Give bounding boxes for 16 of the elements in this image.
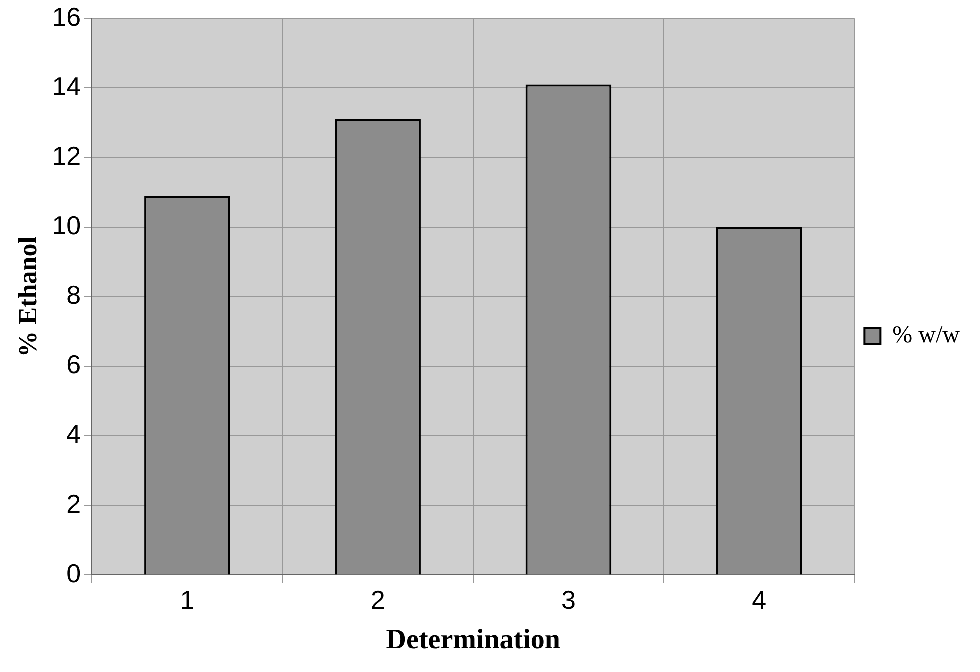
y-tick-label: 8 xyxy=(66,280,82,310)
legend-label: % w/w xyxy=(892,322,961,348)
y-axis-title: % Ethanol xyxy=(13,236,42,358)
y-tick-label: 10 xyxy=(52,210,82,240)
y-tick-label: 14 xyxy=(52,71,82,102)
y-tick-label: 0 xyxy=(66,558,82,588)
y-tick-label: 4 xyxy=(66,419,82,450)
y-tick-label: 16 xyxy=(52,2,82,32)
y-tick-label: 6 xyxy=(66,350,82,380)
x-axis-title: Determination xyxy=(386,624,561,656)
y-tick-label: 2 xyxy=(66,488,82,519)
x-tick-label: 2 xyxy=(370,584,386,615)
x-tick-label: 3 xyxy=(561,584,576,615)
x-tick-label: 4 xyxy=(752,584,767,615)
x-tick-label: 1 xyxy=(180,584,195,615)
y-tick-label: 12 xyxy=(52,140,82,171)
